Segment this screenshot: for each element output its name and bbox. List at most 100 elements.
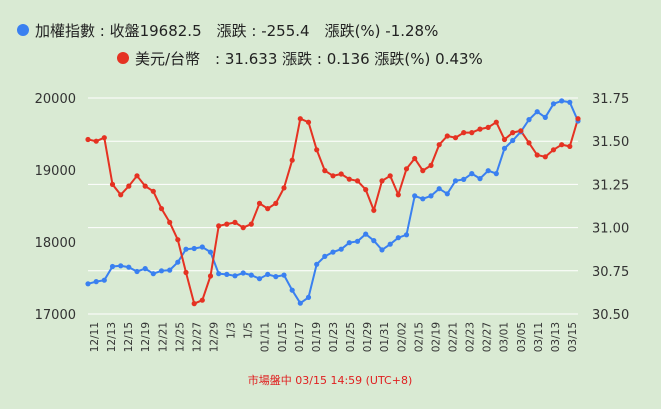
x-axis-tick-label: 01/15 (277, 322, 289, 352)
right-axis-tick-label: 31.50 (592, 135, 629, 150)
taiex-data-point (273, 274, 279, 280)
x-axis-tick-label: 12/13 (106, 322, 118, 352)
market-status-footer: 市場盤中 03/15 14:59 (UTC+8) (248, 373, 413, 387)
taiex-data-point (485, 168, 491, 174)
taiex-data-point (338, 246, 344, 252)
legend: 加權指數 : 收盤19682.5 漲跌 : -255.4 漲跌(%) -1.28… (17, 22, 483, 68)
usd-data-point (93, 138, 99, 144)
taiex-legend-label: 加權指數 : 收盤19682.5 漲跌 : -255.4 漲跌(%) -1.28… (35, 22, 438, 40)
usd-data-point (183, 269, 189, 276)
usd-data-point (191, 301, 197, 307)
x-axis-tick-label: 01/17 (294, 322, 306, 352)
left-axis-ticks: 17000 18000 19000 20000 (35, 92, 76, 323)
x-axis-tick-label: 12/21 (157, 322, 169, 352)
usd-data-point (395, 192, 401, 198)
usd-data-point (224, 221, 230, 227)
taiex-data-point (240, 270, 246, 276)
x-axis-tick-label: 01/23 (328, 322, 340, 352)
taiex-data-point (93, 279, 99, 285)
usd-data-point (248, 221, 254, 227)
left-axis-tick-label: 20000 (35, 92, 76, 107)
taiex-data-point (224, 271, 230, 277)
taiex-data-point (420, 196, 426, 202)
x-axis-tick-label: 01/11 (260, 322, 272, 352)
usd-data-point (559, 142, 565, 148)
usd-data-point (444, 133, 450, 139)
usd-data-point (403, 166, 410, 172)
x-axis-tick-label: 01/29 (362, 322, 374, 352)
taiex-data-point (191, 245, 197, 252)
taiex-data-point (461, 176, 467, 182)
taiex-data-point (297, 300, 303, 306)
taiex-data-point (109, 263, 116, 270)
taiex-data-point (550, 101, 557, 107)
usd-data-point (493, 119, 499, 125)
taiex-data-point (256, 276, 263, 282)
usd-data-point (518, 128, 524, 134)
taiex-data-point (167, 267, 173, 273)
usd-legend-label: 美元/台幣 : 31.633 漲跌 : 0.136 漲跌(%) 0.43% (135, 50, 483, 68)
taiex-data-point (207, 249, 214, 255)
x-axis-tick-label: 03/01 (499, 322, 511, 352)
x-axis-tick-label: 12/15 (123, 322, 135, 352)
taiex-data-point (142, 266, 148, 272)
x-axis-tick-label: 1/5 (243, 322, 255, 339)
usd-data-point (534, 152, 540, 158)
taiex-data-point (501, 145, 508, 151)
usd-data-point (436, 142, 442, 148)
taiex-data-point (158, 268, 165, 274)
x-axis-tick-label: 02/21 (448, 322, 460, 352)
usd-data-point (461, 130, 467, 136)
usd-data-point (428, 162, 434, 168)
taiex-data-point (126, 264, 132, 270)
taiex-data-point (354, 238, 361, 244)
usd-data-point (371, 207, 377, 213)
x-axis-tick-label: 01/19 (311, 322, 323, 352)
taiex-data-point (134, 268, 140, 275)
taiex-data-point (379, 247, 385, 253)
usd-legend-marker (117, 52, 129, 64)
x-axis-tick-label: 12/29 (209, 322, 221, 352)
usd-data-point (477, 126, 483, 132)
usd-data-point (412, 155, 418, 162)
taiex-data-point (150, 271, 156, 277)
taiex-data-point (493, 171, 499, 177)
usd-data-point (542, 154, 548, 160)
usd-data-point (158, 206, 165, 212)
taiex-data-point (305, 294, 312, 300)
x-axis-tick-label: 12/25 (174, 322, 186, 352)
taiex-legend-marker (17, 24, 29, 36)
usd-data-point (550, 147, 557, 153)
usd-data-point (469, 130, 475, 136)
taiex-data-point (101, 277, 107, 283)
usd-data-point (167, 219, 173, 225)
taiex-data-point (567, 99, 573, 105)
usd-data-point (175, 237, 181, 243)
usd-data-point (452, 135, 459, 141)
usd-data-point (567, 143, 573, 149)
usd-data-point (330, 173, 336, 179)
left-axis-tick-label: 19000 (35, 164, 76, 179)
usd-data-point (265, 206, 271, 212)
taiex-data-point (452, 178, 459, 184)
usd-data-point (126, 183, 132, 189)
taiex-data-point (412, 193, 418, 199)
usd-data-point (150, 188, 156, 194)
usd-data-point (297, 116, 303, 122)
right-axis-ticks: 30.50 30.75 31.00 31.25 31.50 31.75 (592, 92, 629, 323)
x-axis-tick-label: 01/31 (379, 322, 391, 352)
taiex-data-point (199, 244, 205, 250)
left-axis-tick-label: 17000 (35, 308, 76, 323)
taiex-data-point (281, 272, 287, 278)
x-axis-tick-label: 1/3 (226, 322, 238, 339)
taiex-data-point (510, 137, 516, 144)
taiex-data-point (175, 259, 181, 265)
taiex-data-point (403, 232, 410, 238)
usd-data-point (118, 192, 124, 198)
usd-data-point (281, 185, 287, 191)
taiex-data-point (85, 281, 91, 287)
x-axis-tick-label: 02/27 (482, 322, 494, 352)
taiex-data-point (322, 253, 328, 259)
series-points (85, 98, 581, 307)
right-axis-tick-label: 31.25 (592, 178, 629, 193)
